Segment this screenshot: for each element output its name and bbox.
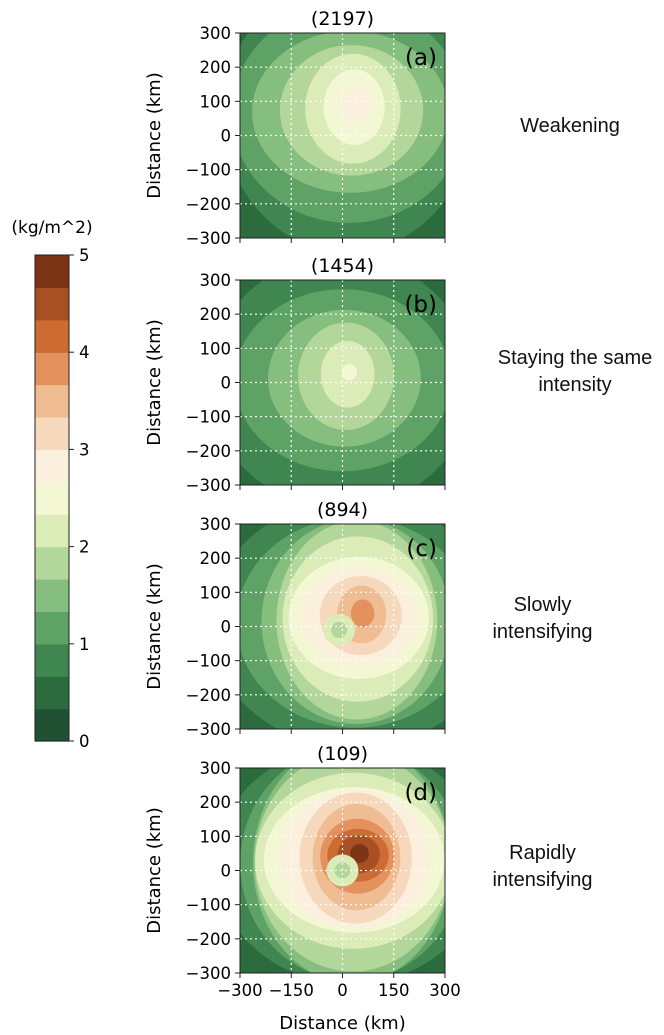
contour-level [339, 88, 372, 123]
y-axis-label: Distance (km) [144, 72, 165, 198]
y-tick-label: 300 [200, 271, 232, 290]
y-tick-label: 200 [200, 305, 232, 324]
colorbar-frame [34, 254, 70, 742]
category-label-a: Weakening [520, 115, 620, 137]
colorbar-tick-label: 0 [79, 732, 90, 751]
panel-tag: (c) [406, 536, 437, 562]
colorbar-segment [35, 708, 69, 742]
eye-center [334, 862, 351, 879]
colorbar-segment [35, 481, 69, 515]
colorbar-segment [35, 384, 69, 418]
panel-b: 300 200 100 0 −100 −200 −300 Distance (km) (1454… [144, 255, 446, 495]
panel-count-title: (1454) [311, 255, 374, 277]
colorbar-segment [35, 643, 69, 677]
x-tick-label: 0 [337, 981, 348, 1000]
colorbar-segment [35, 352, 69, 386]
colorbar-tick-label: 4 [79, 343, 90, 362]
y-tick-label: −100 [186, 896, 231, 915]
heatmap-field [240, 33, 445, 238]
contour-level [350, 599, 375, 628]
y-axis-label: Distance (km) [144, 563, 165, 689]
colorbar-tick-label: 2 [79, 538, 90, 557]
panel-a: 300 200 100 0 −100 −200 −300 Distance (km) (2197… [144, 8, 446, 248]
y-tick-label: 0 [221, 862, 232, 881]
colorbar-segment [35, 514, 69, 548]
colorbar-segment [35, 449, 69, 483]
x-tick-label: 150 [378, 981, 410, 1000]
y-tick-label: −300 [186, 720, 231, 739]
y-tick-label: 100 [200, 92, 232, 111]
y-tick-label: −100 [186, 408, 231, 427]
colorbar-tick-label: 5 [79, 246, 90, 265]
x-tick-label: −300 [217, 981, 262, 1000]
x-axis-label: Distance (km) [279, 1013, 405, 1034]
colorbar-segment [35, 676, 69, 710]
colorbar-segment [35, 417, 69, 450]
y-tick-label: 200 [200, 793, 232, 812]
y-tick-label: 100 [200, 339, 232, 358]
y-tick-label: −300 [186, 476, 231, 495]
category-label-c: Slowly intensifying [492, 594, 593, 643]
y-tick-label: −100 [186, 652, 231, 671]
panels: 300 200 100 0 −100 −200 −300 Distance (km) (2197… [144, 8, 461, 1034]
y-tick-label: 0 [221, 618, 232, 637]
colorbar-tick-label: 3 [79, 440, 90, 459]
colorbar-segment [35, 287, 69, 321]
colorbar-tick-label: 1 [79, 635, 90, 654]
y-tick-label: 200 [200, 549, 232, 568]
colorbar-segment [35, 579, 69, 612]
eye-center [331, 621, 348, 638]
colorbar-unit-label: (kg/m^2) [11, 218, 92, 238]
panel-count-title: (894) [317, 499, 368, 521]
heatmap-field [240, 524, 445, 729]
heatmap-field [240, 768, 445, 973]
y-axis-label: Distance (km) [144, 807, 165, 933]
y-tick-label: −200 [186, 930, 231, 949]
y-tick-label: 0 [221, 127, 232, 146]
y-tick-label: −200 [186, 195, 231, 214]
y-tick-label: −300 [186, 964, 231, 983]
colorbar-segment [35, 255, 69, 288]
y-tick-label: 300 [200, 24, 232, 43]
y-axis-label: Distance (km) [144, 319, 165, 445]
y-tick-label: 300 [200, 515, 232, 534]
y-tick-label: 100 [200, 827, 232, 846]
y-tick-label: −300 [186, 229, 231, 248]
y-tick-label: −200 [186, 686, 231, 705]
y-tick-label: −200 [186, 442, 231, 461]
panel-tag: (a) [405, 45, 437, 71]
y-tick-label: 0 [221, 374, 232, 393]
colorbar: (kg/m^2) 0 1 2 3 4 5 [11, 218, 92, 751]
colorbar-segment [35, 546, 69, 580]
contour-level [350, 844, 369, 863]
x-tick-label: −150 [269, 981, 314, 1000]
panel-count-title: (2197) [311, 8, 374, 30]
colorbar-segment [35, 319, 69, 353]
y-tick-label: −100 [186, 161, 231, 180]
colorbar-segment [35, 611, 69, 645]
panel-tag: (d) [404, 780, 437, 806]
panel-c: 300 200 100 0 −100 −200 −300 Distance (km) (894)… [144, 499, 446, 739]
panel-count-title: (109) [317, 743, 368, 765]
category-label-b: Staying the same intensity [497, 347, 653, 396]
panel-d: 300 200 100 0 −100 −200 −300−300 −150 0 150 300 Dis… [144, 743, 461, 1000]
contour-level [341, 363, 358, 381]
y-tick-label: 200 [200, 58, 232, 77]
y-tick-label: 300 [200, 759, 232, 778]
y-tick-label: 100 [200, 583, 232, 602]
panel-tag: (b) [404, 292, 437, 318]
x-tick-label: 300 [429, 981, 461, 1000]
category-label-d: Rapidly intensifying [492, 842, 593, 891]
